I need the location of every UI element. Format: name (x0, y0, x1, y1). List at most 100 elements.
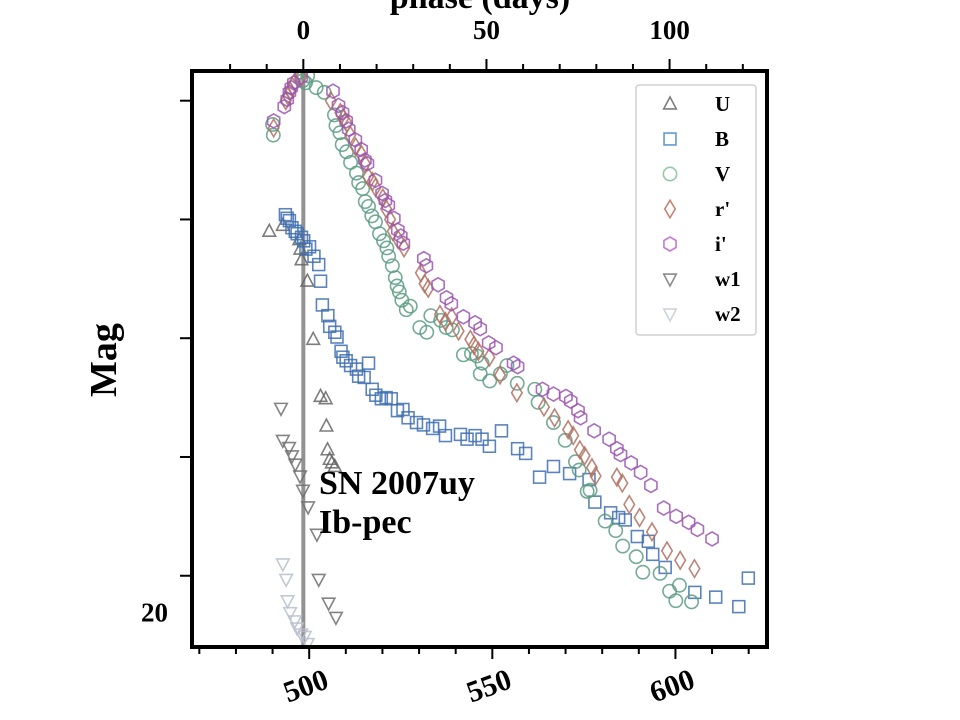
plot-frame (190, 69, 769, 649)
point (573, 439, 587, 461)
point (320, 597, 337, 612)
point (433, 304, 447, 325)
point (361, 198, 376, 214)
point (483, 346, 496, 368)
point (741, 571, 756, 585)
point (510, 358, 525, 375)
point (381, 248, 397, 264)
point (300, 501, 316, 516)
point (299, 242, 313, 256)
point (588, 495, 602, 509)
legend-label: w1 (715, 267, 741, 291)
point (368, 172, 383, 189)
point (261, 222, 277, 238)
top-tick-label: 100 (649, 15, 690, 45)
point (439, 311, 452, 332)
point (684, 594, 700, 610)
top-tick-label: 50 (473, 15, 500, 45)
point (331, 97, 346, 114)
point (398, 302, 414, 318)
point (464, 329, 477, 350)
point (300, 637, 316, 647)
legend-marker (663, 132, 677, 146)
point (294, 71, 308, 88)
point (439, 289, 454, 306)
point (328, 611, 344, 627)
point (645, 521, 659, 543)
point (573, 409, 588, 426)
point (561, 419, 575, 440)
point (390, 222, 405, 239)
point (445, 306, 458, 328)
point (294, 71, 309, 85)
point (472, 340, 485, 362)
series-B (278, 207, 756, 614)
point (419, 257, 434, 274)
point (506, 355, 521, 372)
point (381, 197, 396, 214)
point (293, 628, 309, 643)
point (660, 540, 674, 562)
series-iprime (266, 71, 719, 547)
point (624, 454, 638, 471)
point (608, 523, 624, 539)
point (474, 355, 490, 371)
point (300, 71, 316, 84)
point (287, 615, 303, 630)
point (688, 585, 702, 600)
point (674, 549, 687, 571)
legend-item: V (662, 162, 730, 186)
point (287, 458, 303, 473)
bottom-x-axis: 500 550 600 (198, 647, 750, 709)
point (546, 459, 561, 474)
legend-marker (663, 236, 677, 252)
legend-frame (635, 84, 757, 336)
point (493, 364, 507, 386)
point (444, 295, 459, 312)
annotation-sn-name: SN 2007uy (319, 465, 475, 502)
data-points (261, 71, 756, 647)
point (610, 466, 624, 488)
point (615, 538, 631, 554)
legend-label: w2 (715, 302, 741, 326)
point (656, 500, 671, 516)
point (311, 573, 327, 589)
legend-item: U (662, 92, 730, 116)
point (266, 112, 281, 129)
point (616, 472, 629, 494)
point (582, 482, 598, 498)
bottom-tick-label: 500 (279, 663, 333, 709)
point (396, 402, 410, 417)
legend-label: r' (715, 197, 730, 221)
point (589, 465, 602, 487)
point (416, 418, 431, 432)
point (393, 228, 408, 245)
point (571, 402, 585, 419)
annotation-sn-type: Ib-pec (319, 504, 412, 541)
point (324, 454, 340, 469)
point (587, 422, 601, 439)
point (326, 83, 340, 100)
point (339, 354, 353, 368)
point (295, 484, 311, 499)
point (510, 441, 525, 456)
point (690, 521, 705, 538)
point (386, 210, 401, 227)
point (374, 392, 389, 406)
point (652, 565, 668, 581)
point (644, 477, 658, 494)
bottom-tick-label: 600 (645, 663, 699, 709)
point (275, 434, 291, 450)
point (278, 573, 294, 589)
point (425, 421, 440, 436)
point (372, 226, 387, 242)
point (641, 534, 656, 549)
point (313, 274, 328, 288)
legend-item: w1 (662, 267, 741, 291)
point (305, 330, 321, 346)
point (688, 558, 701, 579)
point (292, 470, 308, 485)
point (327, 457, 343, 473)
point (297, 630, 313, 646)
point (535, 381, 550, 398)
